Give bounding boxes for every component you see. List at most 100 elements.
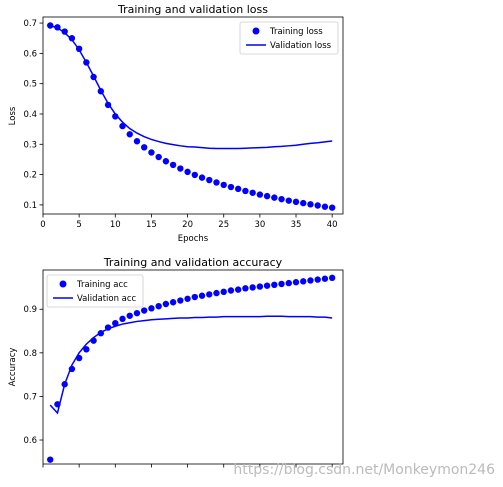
accuracy-data-point [148,305,155,312]
loss-y-tick-label: 0.5 [23,80,37,90]
loss-data-point [133,138,141,145]
accuracy-y-ticks: 0.6 0.7 0.8 0.9 [23,305,43,446]
loss-data-point [321,203,329,210]
loss-data-point [242,187,249,195]
accuracy-legend-label-training: Training acc [76,280,128,290]
accuracy-y-axis-label: Accuracy [8,348,18,387]
accuracy-chart: Training and validation accuracy 0.60.70… [8,256,344,468]
accuracy-data-point [321,275,329,282]
accuracy-legend-marker-training [59,280,67,288]
loss-data-point [249,189,256,196]
loss-data-point [169,161,177,169]
loss-legend-label-validation: Validation loss [270,41,332,51]
loss-x-axis-label: Epochs [178,234,209,244]
loss-y-axis-label: Loss [8,106,18,125]
loss-y-tick-label: 0.3 [23,140,37,150]
loss-data-point [292,198,300,206]
accuracy-y-tick-label: 0.9 [23,305,37,315]
loss-data-point [227,183,235,191]
loss-y-tick-label: 0.2 [23,171,37,181]
loss-data-point [314,202,321,209]
loss-data-point [141,144,148,151]
loss-data-point [198,174,206,181]
accuracy-data-point [177,297,184,304]
accuracy-data-point [112,319,119,327]
loss-plot-area [47,22,336,211]
accuracy-data-point [191,293,199,301]
loss-legend-label-training: Training loss [269,27,323,37]
accuracy-axes-frame [42,269,344,465]
loss-y-tick-label: 0.7 [23,19,37,29]
loss-legend-box [239,21,339,55]
loss-data-point [206,176,213,184]
loss-data-point [126,131,133,138]
accuracy-data-point [169,299,177,306]
accuracy-data-point [271,281,278,289]
accuracy-data-point [213,289,220,297]
accuracy-legend-box [46,274,144,308]
loss-y-ticks: 0.1 0.2 0.3 0.4 0.5 0.6 0.7 [23,19,43,211]
accuracy-series-line-1 [49,315,333,415]
loss-x-tick-label: 0 [40,220,45,230]
accuracy-data-point [307,277,314,284]
loss-data-point [191,171,199,179]
loss-data-point [285,197,292,204]
loss-data-point [278,195,285,203]
accuracy-data-point [292,279,300,286]
accuracy-data-point [249,284,256,291]
loss-data-point [220,181,227,189]
loss-data-point [148,149,155,156]
loss-y-tick-label: 0.6 [23,49,37,59]
accuracy-data-point [256,283,264,290]
loss-data-point [271,194,278,201]
accuracy-legend-label-validation: Validation acc [77,294,137,304]
loss-y-tick-label: 0.4 [23,110,37,120]
watermark: https://blog.csdn.net/Monkeymon246 [233,462,495,478]
accuracy-y-tick-label: 0.8 [23,349,37,359]
loss-x-tick-label: 30 [254,220,265,230]
accuracy-plot-area [47,274,336,463]
accuracy-data-point [242,285,249,292]
loss-legend: Training loss Validation loss [239,21,339,55]
accuracy-y-tick-label: 0.7 [23,392,37,402]
loss-series-line-1 [49,24,333,150]
accuracy-data-point [119,315,126,323]
loss-x-tick-label: 20 [182,220,193,230]
loss-x-tick-label: 15 [146,220,157,230]
loss-data-point [256,191,264,198]
loss-data-point [177,165,184,172]
accuracy-data-point [300,278,307,285]
loss-data-point [234,185,242,193]
accuracy-data-point [227,287,235,294]
accuracy-data-point [220,288,227,295]
loss-data-point [68,35,76,42]
accuracy-data-point [155,302,162,310]
accuracy-data-point [141,307,148,314]
accuracy-data-point [184,295,191,302]
accuracy-data-point [47,456,54,463]
accuracy-data-point [126,312,133,319]
loss-data-point [162,158,170,165]
loss-legend-marker-training [252,27,260,35]
accuracy-y-tick-label: 0.6 [23,436,37,446]
accuracy-data-point [278,280,285,288]
loss-chart: Training and validation loss 0 5 10 15 20 25 3… [8,3,344,244]
loss-x-tick-label: 5 [76,220,81,230]
loss-y-tick-label: 0.1 [23,201,37,211]
loss-axes-frame [42,16,344,215]
accuracy-data-point [285,279,292,287]
loss-data-point [47,22,54,29]
accuracy-data-point [198,292,206,299]
accuracy-x-ticks [42,464,333,468]
accuracy-data-point [234,286,242,293]
loss-x-ticks: 0 5 10 15 20 25 30 35 40 [40,214,338,230]
accuracy-legend: Training acc Validation acc [46,274,144,308]
loss-x-tick-label: 35 [291,220,302,230]
accuracy-data-point [328,274,336,282]
loss-x-tick-label: 40 [327,220,338,230]
loss-data-point [328,204,336,211]
loss-x-tick-label: 25 [218,220,229,230]
accuracy-data-point [314,276,321,283]
loss-data-point [263,192,271,200]
